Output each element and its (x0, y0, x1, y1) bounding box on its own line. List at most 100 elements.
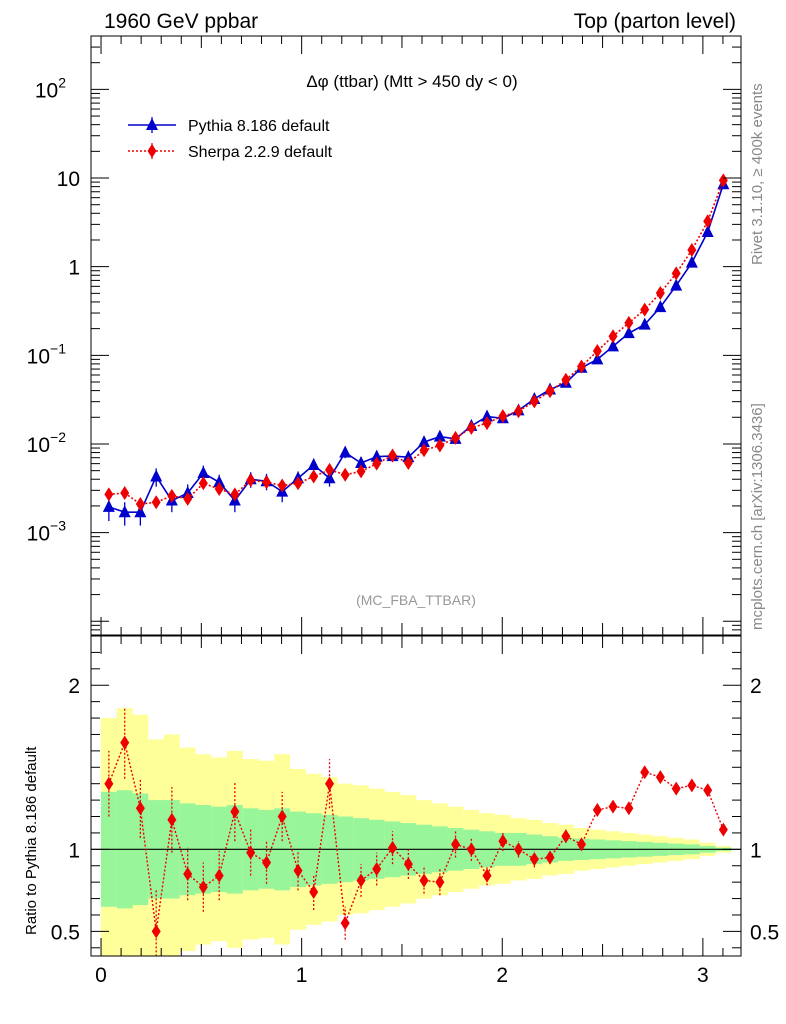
series-line (108, 180, 725, 505)
ratio-point (640, 765, 650, 780)
ratio-point (214, 868, 224, 883)
data-point (433, 429, 446, 442)
data-point (293, 476, 303, 491)
data-point (671, 266, 681, 281)
ratio-point (514, 842, 524, 857)
data-point (197, 466, 210, 479)
ratio-point (356, 873, 366, 888)
ratio-point (435, 875, 445, 890)
data-point (120, 485, 130, 500)
ratio-point (403, 857, 413, 872)
data-point (277, 478, 287, 493)
data-point (214, 482, 224, 497)
data-point (323, 471, 336, 484)
ratio-point (388, 840, 398, 855)
data-point (419, 443, 429, 458)
data-point (718, 173, 728, 188)
data-point (435, 438, 445, 453)
x-tick-label: 1 (296, 964, 308, 987)
y-tick-label: 1 (68, 257, 80, 280)
data-point (403, 455, 413, 470)
ratio-y-tick-label: 1 (750, 839, 762, 862)
data-point (104, 487, 114, 502)
data-point (418, 435, 431, 448)
legend-marker (147, 144, 157, 158)
data-point (451, 430, 461, 445)
data-point (607, 339, 620, 352)
data-point (355, 455, 368, 468)
ratio-point (372, 862, 382, 877)
plot-title: Δφ (ttbar) (Mtt > 450 dy < 0) (306, 72, 517, 91)
ratio-point (482, 868, 492, 883)
data-point (307, 457, 320, 470)
data-point (183, 491, 193, 506)
data-point (372, 456, 382, 471)
ratio-point (561, 829, 571, 844)
ratio-point (451, 837, 461, 852)
data-point (339, 445, 352, 458)
main-plot-frame (90, 35, 742, 636)
ratio-plot-frame (90, 635, 742, 957)
legend-marker (146, 118, 158, 130)
ratio-point (545, 850, 555, 865)
data-point (561, 372, 571, 387)
y-tick-label: 102 (35, 74, 66, 102)
mcplots-label: mcplots.cern.ch [arXiv:1306.3436] (749, 403, 766, 630)
data-point (638, 317, 651, 330)
ratio-y-tick-label: 1 (68, 839, 80, 862)
ratio-y-axis-label: Ratio to Pythia 8.186 default (23, 746, 40, 935)
data-point (246, 473, 256, 488)
ratio-y-tick-label: 0.5 (51, 921, 80, 944)
ratio-point (703, 783, 713, 798)
ratio-point (655, 770, 665, 785)
ratio-point (104, 776, 114, 791)
data-point (622, 326, 635, 339)
data-point (529, 394, 539, 409)
y-tick-label: 10−2 (27, 429, 67, 457)
energy-title: 1960 GeV ppbar (104, 10, 258, 33)
data-point (685, 255, 698, 268)
data-point (466, 420, 476, 435)
main-plot-panel: 10−3 10−2 10−1 1 10 102 Δφ (ttbar) (Mtt > 450… (27, 35, 742, 636)
ratio-point (293, 863, 303, 878)
x-tick-label: 3 (697, 964, 709, 987)
legend: Pythia 8.186 default Sherpa 2.2.9 default (128, 117, 333, 161)
ratio-point (419, 873, 429, 888)
ratio-point (325, 776, 335, 791)
data-point (150, 469, 163, 482)
data-point (356, 464, 366, 479)
ratio-line (108, 740, 724, 932)
data-point (198, 476, 208, 491)
data-point (118, 505, 131, 518)
data-point (340, 467, 350, 482)
legend-label: Pythia 8.186 default (188, 118, 330, 135)
ratio-y-tick-label: 0.5 (750, 921, 779, 944)
ratio-point (718, 822, 728, 837)
y-tick-label: 10−3 (27, 518, 67, 546)
data-point (213, 475, 226, 488)
ratio-y-tick-label: 2 (750, 675, 762, 698)
ratio-point (608, 799, 618, 814)
ratio-point (183, 866, 193, 881)
data-point (482, 416, 492, 431)
data-point (309, 469, 319, 484)
ratio-point (340, 916, 350, 931)
ratio-point (577, 837, 587, 852)
data-point (592, 343, 602, 358)
data-point (514, 404, 524, 419)
rivet-label: Rivet 3.1.10, ≥ 400k events (749, 83, 766, 265)
ratio-point (466, 842, 476, 857)
data-point (670, 278, 683, 291)
ratio-point (309, 885, 319, 899)
ratio-point (120, 735, 130, 750)
ratio-point (592, 802, 602, 817)
ratio-point (167, 812, 177, 827)
data-point (655, 285, 665, 300)
analysis-label: (MC_FBA_TTBAR) (356, 592, 476, 608)
data-point (102, 499, 115, 512)
x-tick-label: 2 (496, 964, 508, 987)
data-point (481, 409, 494, 422)
ratio-point (624, 801, 634, 816)
data-point (151, 495, 161, 510)
